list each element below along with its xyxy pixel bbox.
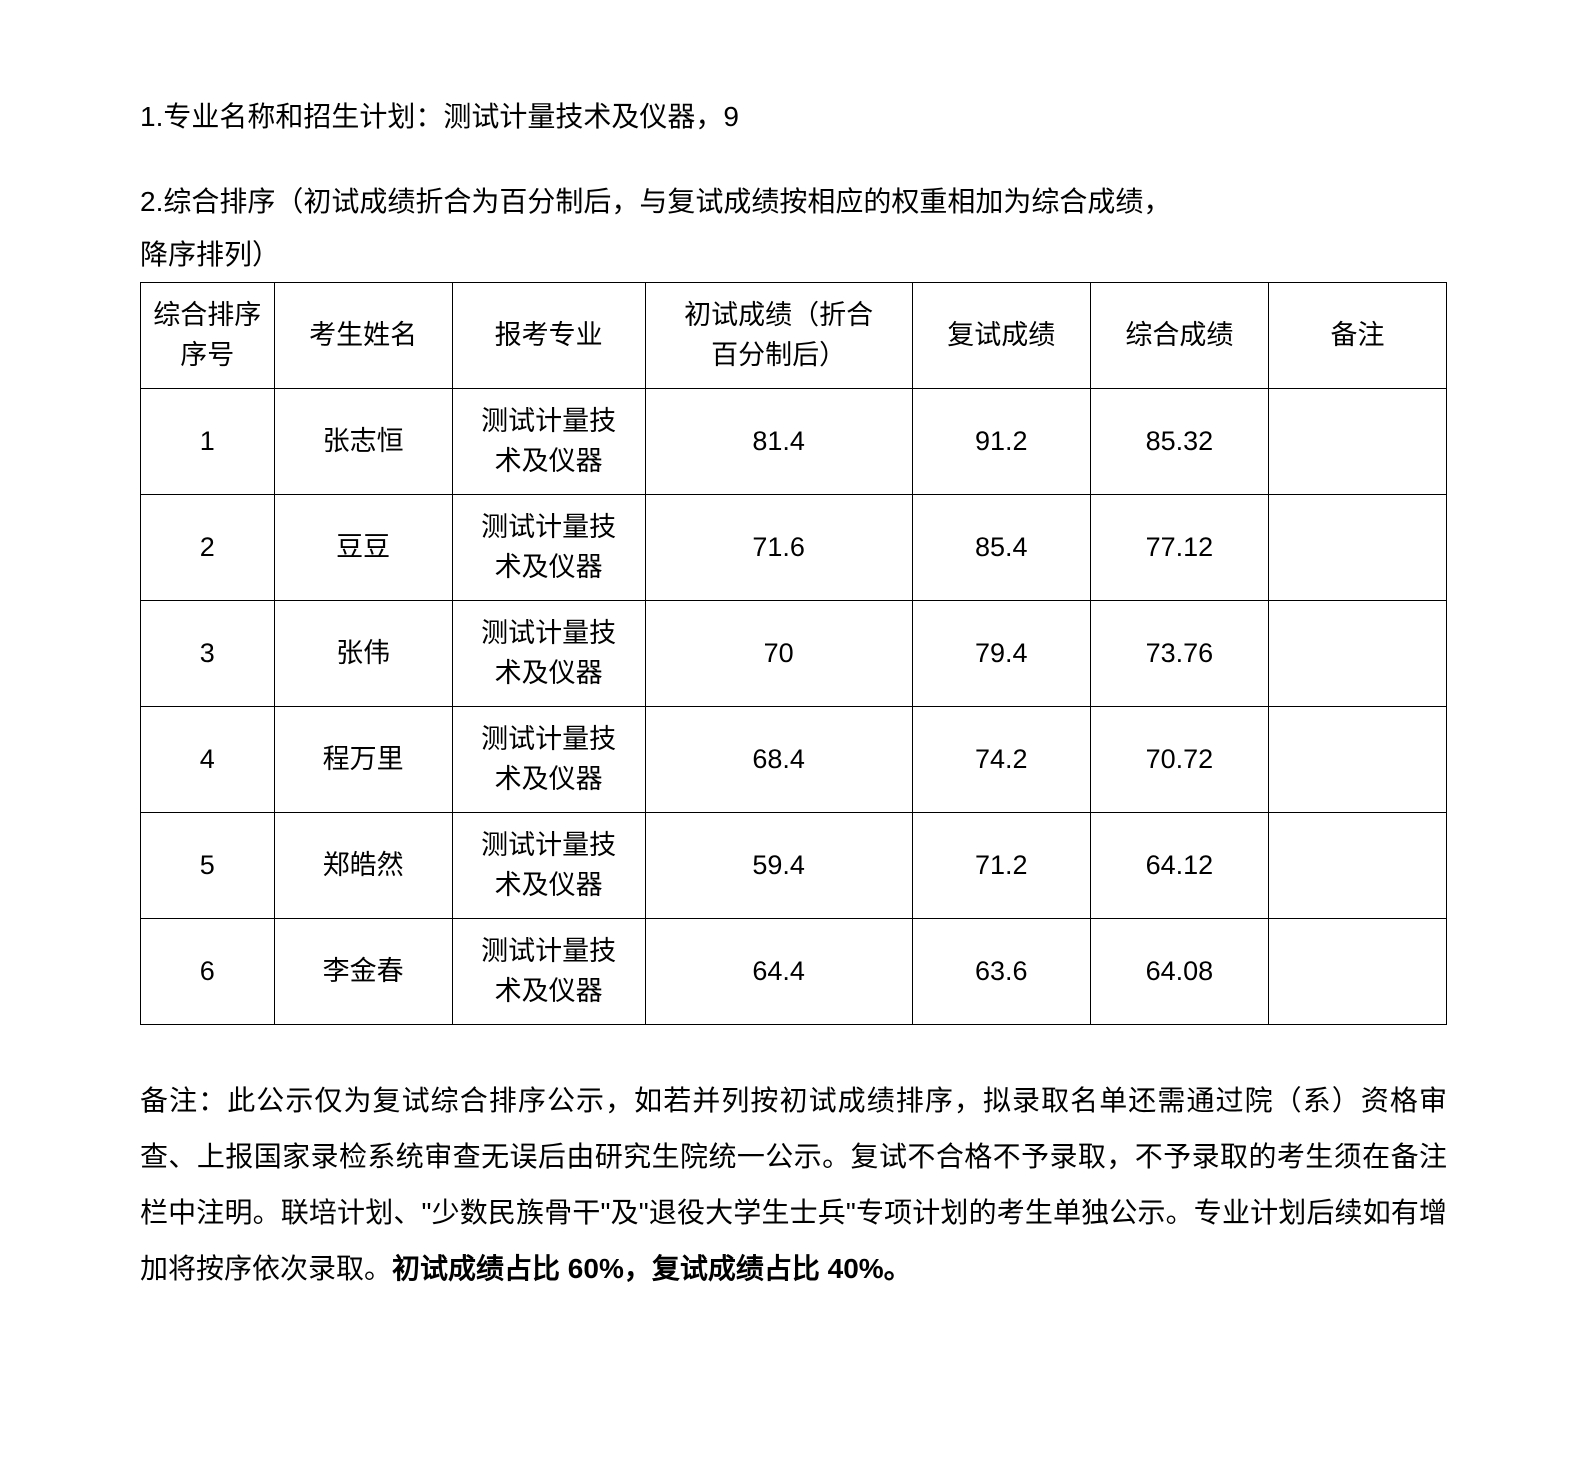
header-initial: 初试成绩（折合 百分制后） [645,282,912,388]
paragraph-2-line1: 2.综合排序（初试成绩折合为百分制后，与复试成绩按相应的权重相加为综合成绩， [140,175,1447,228]
cell-major: 测试计量技术及仪器 [452,812,645,918]
cell-name: 郑皓然 [274,812,452,918]
cell-major: 测试计量技术及仪器 [452,388,645,494]
cell-name: 豆豆 [274,494,452,600]
paragraph-2-line2: 降序排列） [140,228,1447,281]
ranking-table: 综合排序 序号 考生姓名 报考专业 初试成绩（折合 百分制后） 复试成绩 综合成… [140,282,1447,1025]
cell-remark [1268,388,1446,494]
cell-final: 70.72 [1090,706,1268,812]
cell-rank: 2 [141,494,275,600]
header-rank: 综合排序 序号 [141,282,275,388]
cell-remark [1268,600,1446,706]
cell-remark [1268,494,1446,600]
cell-rank: 5 [141,812,275,918]
cell-rank: 1 [141,388,275,494]
cell-final: 73.76 [1090,600,1268,706]
cell-major: 测试计量技术及仪器 [452,918,645,1024]
cell-name: 张志恒 [274,388,452,494]
cell-retest: 85.4 [912,494,1090,600]
header-initial-line1: 初试成绩（折合 [654,295,904,336]
cell-final: 77.12 [1090,494,1268,600]
cell-rank: 3 [141,600,275,706]
header-major: 报考专业 [452,282,645,388]
cell-major: 测试计量技术及仪器 [452,706,645,812]
cell-initial: 68.4 [645,706,912,812]
cell-name: 程万里 [274,706,452,812]
cell-rank: 6 [141,918,275,1024]
header-remark: 备注 [1268,282,1446,388]
table-row: 2豆豆测试计量技术及仪器71.685.477.12 [141,494,1447,600]
header-retest: 复试成绩 [912,282,1090,388]
table-header-row: 综合排序 序号 考生姓名 报考专业 初试成绩（折合 百分制后） 复试成绩 综合成… [141,282,1447,388]
paragraph-1: 1.专业名称和招生计划：测试计量技术及仪器，9 [140,90,1447,143]
cell-remark [1268,918,1446,1024]
cell-final: 64.08 [1090,918,1268,1024]
table-row: 6李金春测试计量技术及仪器64.463.664.08 [141,918,1447,1024]
cell-rank: 4 [141,706,275,812]
table-row: 5郑皓然测试计量技术及仪器59.471.264.12 [141,812,1447,918]
footer-bold: 初试成绩占比 60%，复试成绩占比 40%。 [392,1253,912,1284]
cell-initial: 71.6 [645,494,912,600]
cell-retest: 71.2 [912,812,1090,918]
cell-retest: 91.2 [912,388,1090,494]
table-row: 1张志恒测试计量技术及仪器81.491.285.32 [141,388,1447,494]
cell-retest: 79.4 [912,600,1090,706]
header-final: 综合成绩 [1090,282,1268,388]
cell-final: 85.32 [1090,388,1268,494]
cell-initial: 64.4 [645,918,912,1024]
cell-initial: 81.4 [645,388,912,494]
cell-name: 张伟 [274,600,452,706]
cell-major: 测试计量技术及仪器 [452,494,645,600]
table-body: 1张志恒测试计量技术及仪器81.491.285.322豆豆测试计量技术及仪器71… [141,388,1447,1024]
cell-final: 64.12 [1090,812,1268,918]
cell-initial: 70 [645,600,912,706]
cell-retest: 63.6 [912,918,1090,1024]
table-row: 3张伟测试计量技术及仪器7079.473.76 [141,600,1447,706]
header-rank-line2: 序号 [149,335,266,376]
cell-retest: 74.2 [912,706,1090,812]
cell-initial: 59.4 [645,812,912,918]
cell-name: 李金春 [274,918,452,1024]
header-rank-line1: 综合排序 [149,295,266,336]
header-initial-line2: 百分制后） [654,335,904,376]
cell-major: 测试计量技术及仪器 [452,600,645,706]
footer-note: 备注：此公示仅为复试综合排序公示，如若并列按初试成绩排序，拟录取名单还需通过院（… [140,1073,1447,1297]
cell-remark [1268,706,1446,812]
table-row: 4程万里测试计量技术及仪器68.474.270.72 [141,706,1447,812]
header-name: 考生姓名 [274,282,452,388]
cell-remark [1268,812,1446,918]
